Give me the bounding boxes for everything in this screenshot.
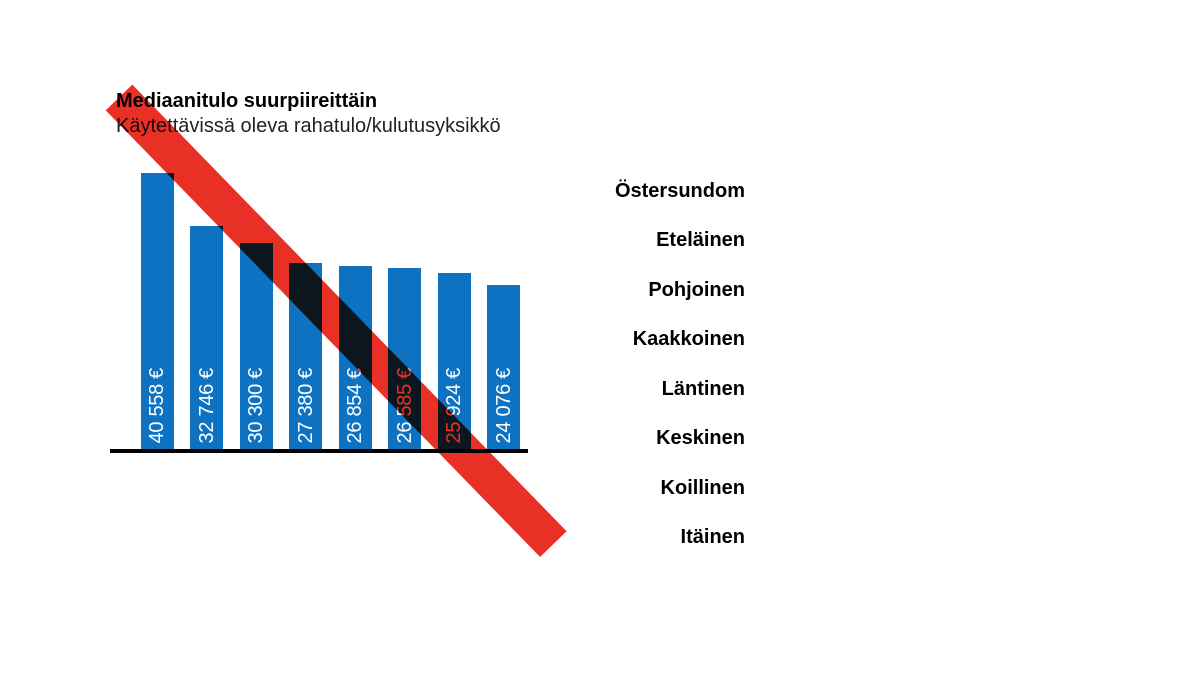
bar-Itäinen: 24 076 €: [487, 285, 521, 450]
left-chart-x-axis-line: [110, 449, 528, 453]
bar-Östersundom: 40 558 €: [140, 172, 174, 450]
left-chart-title: Mediaanitulo suurpiireittäin: [116, 90, 378, 112]
row-label-Kaakkoinen: Kaakkoinen: [632, 328, 745, 351]
bar-value-label: 26 854 €: [344, 367, 367, 444]
row-label-Keskinen: Keskinen: [656, 427, 745, 450]
row-label-Östersundom: Östersundom: [614, 180, 745, 202]
bar-value-label: 32 746 €: [195, 367, 218, 444]
left-chart-subtitle: Käytettävissä oleva rahatulo/kulutusyksi…: [116, 115, 501, 137]
bar-Eteläinen: 32 746 €: [190, 226, 224, 450]
bar-value-label: 30 300 €: [245, 367, 268, 444]
row-label-Läntinen: Läntinen: [661, 377, 745, 400]
row-label-Itäinen: Itäinen: [680, 526, 745, 549]
bar-value-label: 24 076 €: [492, 367, 515, 444]
row-label-Eteläinen: Eteläinen: [656, 229, 745, 252]
left-vertical-bar-chart: Mediaanitulo suurpiireittäin Käytettävis…: [105, 84, 567, 558]
bar-value-label: 27 380 €: [294, 367, 317, 444]
row-label-Pohjoinen: Pohjoinen: [648, 278, 745, 301]
row-label-Koillinen: Koillinen: [660, 476, 745, 499]
right-horizontal-bar-chart: Mediaanitulo suurpiireittäin Käytettävis…: [600, 0, 1200, 675]
bar-value-label: 40 558 €: [146, 367, 169, 444]
left-chart-header: Mediaanitulo suurpiireittäin Käytettävis…: [116, 89, 501, 139]
